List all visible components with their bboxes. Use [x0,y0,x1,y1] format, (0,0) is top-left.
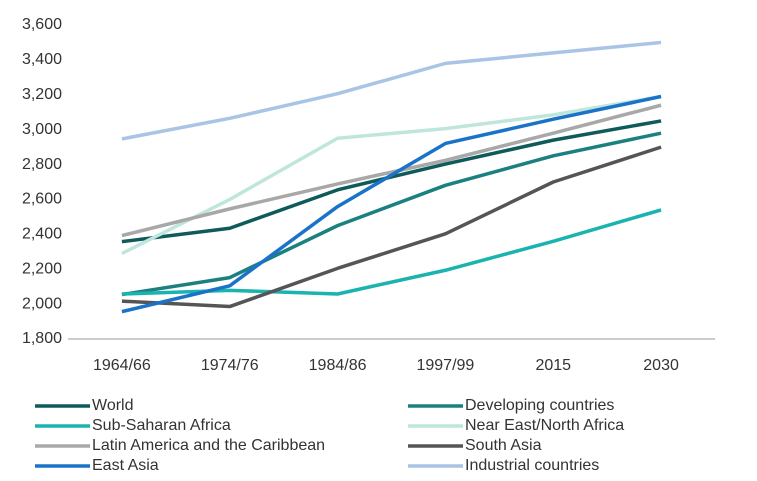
series-line [121,145,662,309]
x-tick-label: 1974/76 [201,357,259,374]
legend-label: Sub-Saharan Africa [92,417,231,434]
series-line [121,119,662,244]
legend-label: Near East/North Africa [465,417,624,434]
legend-label: Latin America and the Caribbean [92,437,325,454]
legend-label: World [92,397,134,414]
y-tick-label: 2,800 [22,156,62,173]
x-tick-label: 2015 [535,357,571,374]
legend-label: South Asia [465,437,542,454]
y-tick-label: 2,400 [22,226,62,243]
legend-label: Developing countries [465,397,614,414]
y-tick-label: 3,200 [22,86,62,103]
series-line [121,40,662,141]
y-tick-label: 2,600 [22,191,62,208]
x-tick-label: 1997/99 [416,357,474,374]
y-tick-label: 1,800 [22,330,62,347]
x-tick-label: 1984/86 [309,357,367,374]
x-tick-label: 1964/66 [93,357,151,374]
series-line [121,103,662,238]
series-line [121,94,662,256]
series-line [121,94,662,314]
y-tick-label: 3,000 [22,121,62,138]
y-tick-label: 2,200 [22,260,62,277]
y-tick-label: 3,600 [22,16,62,33]
legend-label: East Asia [92,457,159,474]
y-tick-label: 3,400 [22,51,62,68]
legend-label: Industrial countries [465,457,599,474]
x-tick-label: 2030 [643,357,679,374]
series-line [121,131,662,297]
y-tick-label: 2,000 [22,295,62,312]
